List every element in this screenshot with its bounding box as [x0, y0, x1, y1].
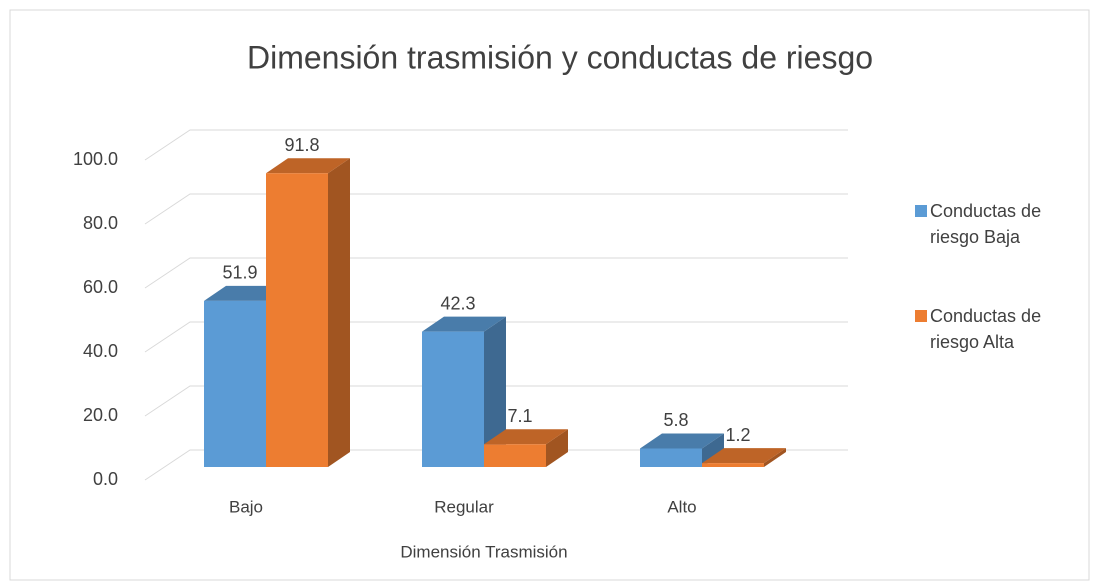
y-tick-label: 100.0 [73, 149, 118, 169]
bar-front [204, 300, 266, 467]
bar-front [702, 463, 764, 467]
bar-side [702, 433, 724, 467]
chart-border [9, 9, 1090, 581]
grid-line [144, 193, 848, 225]
data-label: 51.9 [222, 263, 257, 283]
y-tick-label: 0.0 [93, 469, 118, 489]
bar-front [640, 448, 702, 467]
x-tick-label: Alto [667, 497, 696, 516]
legend-label: Conductas de riesgo Baja [930, 201, 1042, 247]
grid-line [144, 385, 848, 417]
y-tick-label: 80.0 [83, 213, 118, 233]
bar-front [422, 331, 484, 467]
data-label: 42.3 [440, 293, 475, 313]
bar-side [484, 316, 506, 467]
bar [640, 433, 724, 467]
x-tick-label: Regular [434, 497, 494, 516]
legend-label: Conductas de riesgo Alta [930, 306, 1042, 352]
bar [484, 429, 568, 467]
legend-swatch [915, 310, 927, 322]
bar [266, 158, 350, 468]
data-label: 5.8 [663, 410, 688, 430]
bar-top [640, 433, 724, 449]
y-tick-label: 20.0 [83, 405, 118, 425]
x-tick-label: Bajo [229, 497, 263, 516]
grid-line [144, 257, 848, 289]
bar-top [702, 448, 786, 464]
bar-side [328, 158, 350, 468]
bar-front [484, 444, 546, 467]
data-label: 1.2 [725, 425, 750, 445]
bar-top [422, 316, 506, 332]
bar [422, 316, 506, 467]
y-tick-label: 60.0 [83, 277, 118, 297]
data-label: 7.1 [507, 406, 532, 426]
chart-title: Dimensión trasmisión y conductas de ries… [247, 39, 873, 75]
bar-side [764, 448, 786, 467]
bar-top [266, 158, 350, 174]
bar [702, 448, 786, 467]
grid-line [144, 321, 848, 353]
grid-line [144, 129, 848, 161]
legend-swatch [915, 205, 927, 217]
x-axis-label: Dimensión Trasmisión [400, 542, 567, 561]
bar-front [266, 173, 328, 468]
data-label: 91.8 [284, 135, 319, 155]
y-tick-label: 40.0 [83, 341, 118, 361]
grid-line [144, 449, 848, 481]
bar-side [546, 429, 568, 467]
bar-top [484, 429, 568, 445]
